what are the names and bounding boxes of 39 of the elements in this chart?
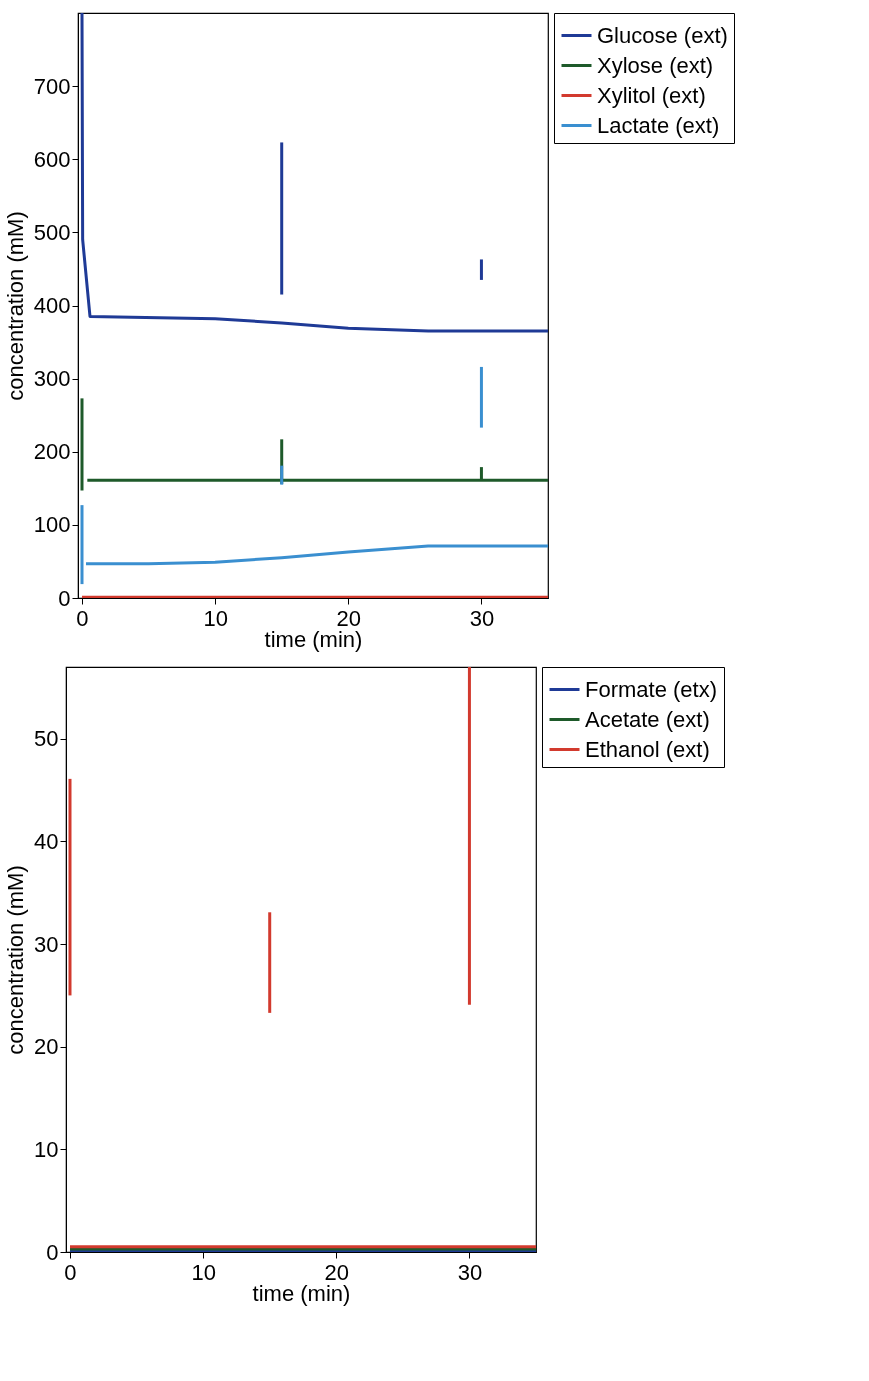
y-tick-label: 0 <box>46 1239 59 1265</box>
y-tick-label: 100 <box>33 512 71 538</box>
y-tick-label: 300 <box>33 366 71 392</box>
legend-label: Xylitol (ext) <box>597 82 706 108</box>
bar <box>68 778 72 996</box>
y-tick-label: 500 <box>33 219 71 245</box>
legend-label: Xylose (ext) <box>597 52 714 78</box>
legend-label: Acetate (ext) <box>585 706 710 732</box>
bar <box>479 366 483 428</box>
legend-label: Glucose (ext) <box>597 22 728 48</box>
bar <box>280 465 284 485</box>
y-tick-label: 0 <box>58 585 71 611</box>
bar <box>268 912 272 1013</box>
x-tick-label: 10 <box>203 605 228 631</box>
y-tick-label: 700 <box>33 73 71 99</box>
bar <box>80 505 84 585</box>
legend-label: Formate (etx) <box>585 676 718 702</box>
line-series <box>80 13 548 333</box>
y-tick-label: 400 <box>33 293 71 318</box>
y-tick-label: 10 <box>34 1136 59 1162</box>
x-tick-label: 10 <box>191 1259 216 1285</box>
y-axis-title: concentration (mM) <box>2 211 28 401</box>
bar <box>479 259 483 280</box>
legend-label: Lactate (ext) <box>597 112 720 138</box>
y-tick-label: 600 <box>33 146 71 172</box>
y-tick-label: 40 <box>34 828 59 854</box>
y-tick-label: 20 <box>34 1034 59 1060</box>
y-axis-title: concentration (mM) <box>3 865 29 1055</box>
bar <box>467 667 471 1005</box>
y-tick-label: 50 <box>34 726 59 752</box>
bar <box>80 398 84 491</box>
x-tick-label: 30 <box>469 605 495 631</box>
legend-label: Ethanol (ext) <box>585 736 710 762</box>
line-series <box>84 544 548 566</box>
x-tick-label: 0 <box>76 605 89 631</box>
x-tick-label: 30 <box>457 1259 483 1285</box>
y-tick-label: 30 <box>34 931 59 957</box>
bar <box>280 142 284 295</box>
y-tick-label: 200 <box>33 439 71 465</box>
